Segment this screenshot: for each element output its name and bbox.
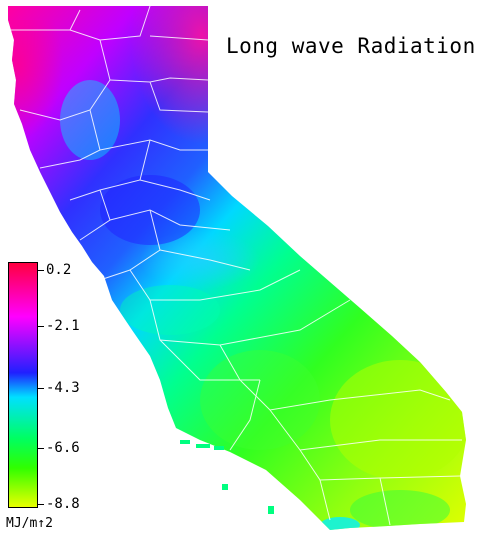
legend-label-3: -4.3: [46, 380, 80, 396]
legend-label-2: -2.1: [46, 318, 80, 334]
radiation-overlays: [8, 6, 466, 530]
legend-label-4: -6.6: [46, 440, 80, 456]
legend-label-min: -8.8: [46, 496, 80, 512]
legend-tick: [38, 448, 44, 449]
legend-color-bar: [8, 262, 38, 508]
legend-tick: [38, 270, 44, 271]
channel-islands: [180, 440, 274, 514]
county-borders: [8, 5, 462, 526]
legend-unit: MJ/m↑2: [6, 516, 53, 531]
legend-label-max: 0.2: [46, 262, 72, 278]
legend-tick: [38, 326, 44, 327]
legend-tick: [38, 388, 44, 389]
map-title: Long wave Radiation: [226, 34, 476, 58]
legend-tick: [38, 504, 44, 505]
